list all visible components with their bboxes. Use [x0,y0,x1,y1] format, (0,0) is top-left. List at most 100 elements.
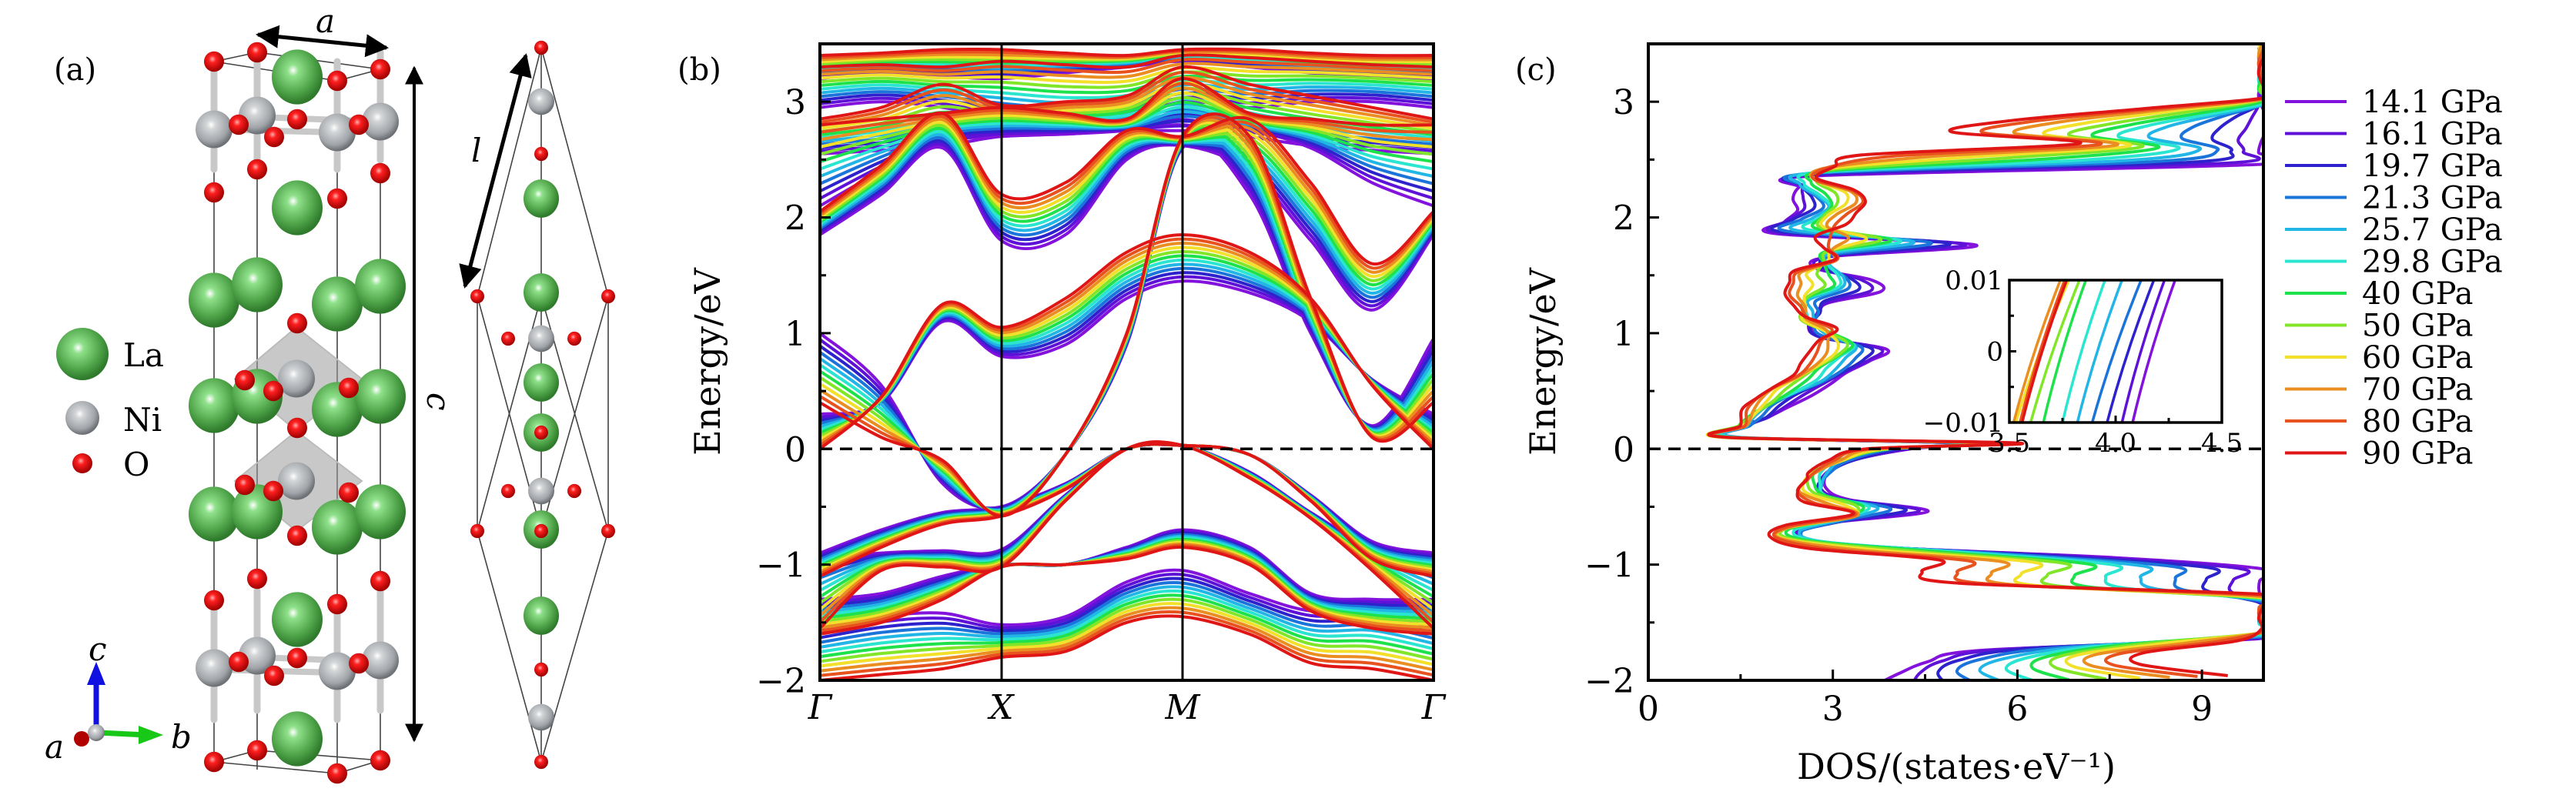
x-tick-label: 6 [2006,690,2028,729]
atom-o [339,377,359,399]
legend-item: 14.1 GPa [2285,85,2503,120]
band-line-80-GPa-6 [820,114,1434,270]
ni-legend-label: Ni [123,401,162,439]
atom-o [229,114,249,135]
lattice-a-arrow [256,25,389,58]
lattice-a-label: a [316,2,335,40]
band-line-16-1-GPa-5 [820,136,1434,510]
atom-ni [196,110,233,149]
inset-line-19-7-GPa [2106,280,2156,423]
legend-label: 70 GPa [2362,372,2474,408]
band-line-60-GPa-0 [820,602,1434,668]
inset-line-21-3-GPa [2090,280,2143,423]
atom-o [601,523,615,539]
atom-o [247,568,267,590]
legend-item: 70 GPa [2285,372,2474,408]
band-line-29-8-GPa-0 [820,589,1434,654]
inset-lines [2012,280,2176,423]
atom-o [370,570,390,592]
band-line-60-GPa-9 [820,65,1434,84]
dos-line-90-GPa [1707,55,2263,677]
inset-line-25-7-GPa [2076,280,2123,423]
atom-la [232,257,283,312]
atom-ni [528,477,554,505]
legend-item: 19.7 GPa [2285,149,2503,184]
legend-item: 90 GPa [2285,436,2474,472]
b-axis-label: b [171,718,192,756]
atom-la [355,259,406,314]
y-tick-label: −1 [756,546,806,586]
y-tick-label: 0 [785,430,806,469]
band-line-16-1-GPa-6 [820,142,1434,308]
band-line-50-GPa-5 [820,123,1434,515]
dos-line-40-GPa [1711,44,2263,680]
legend-label: 50 GPa [2362,309,2474,344]
band-line-25-7-GPa-0 [820,585,1434,649]
dos-line-25-7-GPa [1721,53,2263,680]
atom-o [534,146,548,162]
atom-o [204,590,224,611]
lattice-l-label: l [471,132,481,169]
atom-la [272,180,323,235]
band-line-70-GPa-9 [820,62,1434,79]
y-tick-label: −2 [1584,662,1634,701]
a-axis-marker [74,731,89,747]
dos-plot-frame [1647,42,2265,682]
atom-o [263,380,283,402]
y-tick-label: 0 [1613,430,1634,469]
atom-o [567,331,581,346]
band-plot-frame [818,42,1435,682]
band-line-40-GPa-0 [820,593,1434,659]
atom-o [327,763,347,784]
inset-line-40-GPa [2042,280,2088,423]
inset-line-90-GPa [2020,280,2069,423]
legend-item: 29.8 GPa [2285,245,2503,280]
cell-edge [213,761,338,774]
band-line-25-7-GPa-6 [820,132,1434,296]
inset-x-tick-label: 4.0 [2095,428,2136,459]
atom-la [272,592,323,647]
atom-o [204,751,224,773]
legend-label: 60 GPa [2362,340,2474,376]
legend-item: 21.3 GPa [2285,181,2503,216]
inset-line-50-GPa [2029,280,2081,423]
atom-o [501,483,515,499]
atom-ni [528,325,554,352]
band-line-60-GPa-6 [820,120,1434,279]
panel-b: (b) −2 −1 0 1 2 3 Γ X M Γ Energy/eV [677,42,1447,727]
x-tick-label: 9 [2191,690,2213,729]
legend-label: 16.1 GPa [2362,117,2503,152]
legend-item: 25.7 GPa [2285,212,2503,248]
atom-o [327,188,347,209]
y-tick-label: −1 [1584,546,1634,586]
atom-o [370,58,390,80]
panel-label-a: (a) [54,52,96,88]
legend-item: 40 GPa [2285,276,2474,312]
y-tick-label: 1 [1613,315,1634,354]
atom-o [327,593,347,615]
band-line-70-GPa-8 [820,75,1434,127]
band-line-40-GPa-6 [820,126,1434,286]
band-line-50-GPa-6 [820,123,1434,282]
atom-ni [278,462,315,500]
band-line-90-GPa-1 [820,546,1434,636]
y-tick-label: 3 [785,83,806,122]
band-line-21-3-GPa-6 [820,136,1434,299]
band-line-80-GPa-5 [820,115,1434,517]
band-line-50-GPa-0 [820,597,1434,663]
atom-o [287,109,307,130]
o-legend-label: O [123,446,149,483]
crystal-structure-conventional [189,42,406,784]
atom-o [287,312,307,334]
band-y-axis-title: Energy/eV [687,267,728,456]
atom-la [524,363,559,402]
atom-la [355,484,406,539]
dos-lines [1705,44,2263,680]
atom-ni [362,102,399,141]
atom-o [264,665,284,686]
atom-o [204,51,224,72]
inset-line-14-1-GPa [2131,280,2176,423]
atom-ni [528,703,554,731]
cell-edge [477,530,542,763]
